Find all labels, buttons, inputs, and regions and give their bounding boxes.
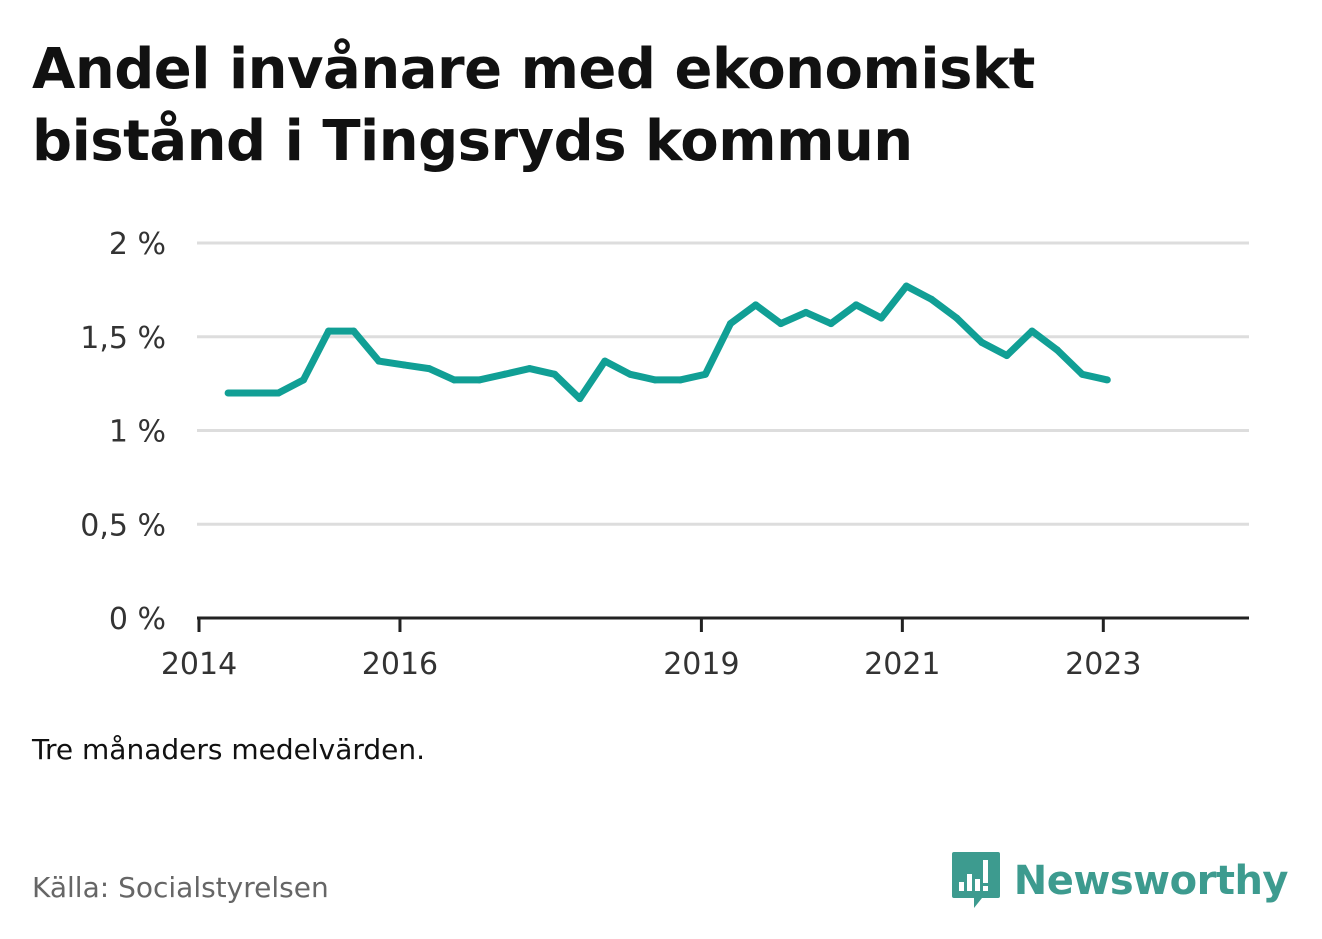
- line-chart: 0 % 0,5 % 1 % 1,5 % 2 % 2014 2016 2019 2021 2023: [80, 227, 1249, 682]
- gridlines: [197, 241, 1249, 526]
- data-point: [701, 370, 709, 378]
- data-point: [601, 357, 609, 365]
- data-point: [852, 301, 860, 309]
- data-point: [902, 282, 910, 290]
- x-tick-label: 2023: [1065, 647, 1141, 682]
- data-point: [727, 320, 734, 328]
- data-point: [1103, 376, 1111, 384]
- data-point: [752, 301, 760, 309]
- x-tick-label: 2021: [864, 647, 940, 682]
- data-point: [475, 376, 483, 384]
- data-point: [1078, 370, 1086, 378]
- brand-name: Newsworthy: [1013, 858, 1289, 904]
- data-points: [224, 282, 1111, 403]
- data-point: [350, 327, 358, 335]
- data-point: [425, 365, 433, 373]
- data-point: [1053, 346, 1061, 354]
- data-point: [551, 370, 559, 378]
- data-point: [450, 376, 458, 384]
- data-point: [249, 389, 257, 397]
- y-axis-ticks: 0 % 0,5 % 1 % 1,5 % 2 %: [80, 227, 166, 637]
- data-point: [626, 370, 634, 378]
- x-tick-label: 2016: [362, 647, 438, 682]
- data-point: [501, 370, 508, 378]
- data-point: [224, 389, 232, 397]
- newsworthy-logo-icon: [951, 852, 1000, 908]
- data-point: [953, 314, 961, 322]
- data-point: [877, 314, 885, 322]
- x-axis-ticks: 2014 2016 2019 2021 2023: [161, 618, 1141, 682]
- data-point: [576, 395, 584, 403]
- data-point: [978, 338, 986, 346]
- data-point: [300, 376, 307, 384]
- data-point: [526, 365, 534, 373]
- brand-logo: Newsworthy: [950, 850, 1289, 912]
- data-point: [676, 376, 684, 384]
- data-point: [325, 327, 333, 335]
- data-point: [802, 308, 810, 316]
- x-tick-label: 2014: [161, 647, 237, 682]
- data-point: [274, 389, 282, 397]
- data-point: [777, 320, 785, 328]
- data-point: [827, 320, 835, 328]
- data-point: [928, 295, 935, 303]
- x-tick-label: 2019: [663, 647, 739, 682]
- y-tick-label: 1 %: [109, 415, 166, 450]
- data-point: [1028, 327, 1036, 335]
- source-text: Källa: Socialstyrelsen: [32, 871, 329, 904]
- y-tick-label: 0,5 %: [80, 508, 166, 543]
- y-tick-label: 1,5 %: [80, 321, 166, 356]
- chart-note: Tre månaders medelvärden.: [32, 733, 426, 766]
- y-tick-label: 0 %: [109, 602, 166, 637]
- data-point: [400, 361, 408, 369]
- chart-title: Andel invånare med ekonomiskt bistånd i …: [32, 37, 1035, 174]
- data-point: [1003, 352, 1011, 359]
- y-tick-label: 2 %: [109, 227, 166, 262]
- data-point: [375, 357, 383, 365]
- series-line: [228, 282, 1109, 403]
- data-point: [651, 376, 659, 384]
